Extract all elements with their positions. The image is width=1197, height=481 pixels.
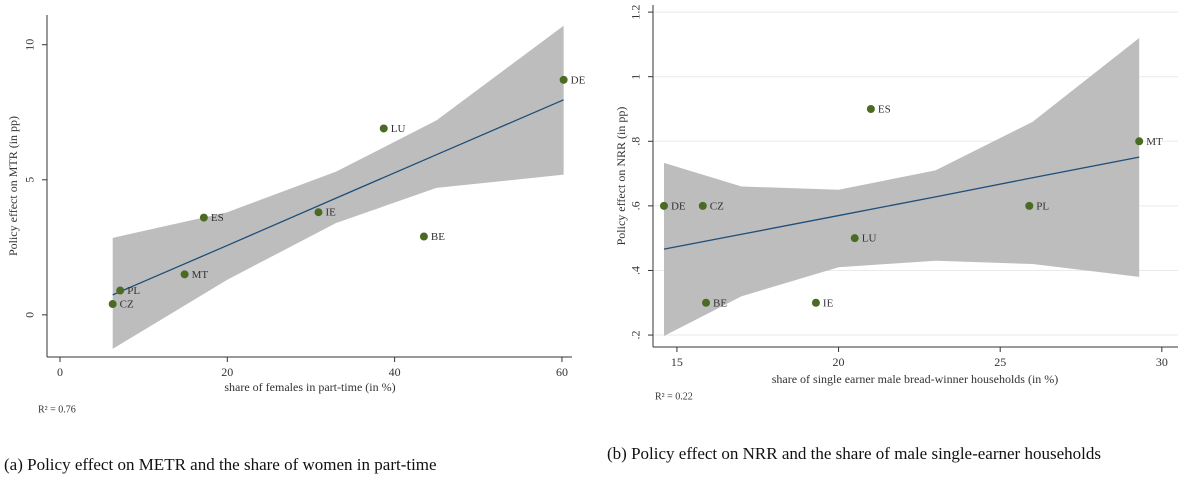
point — [199, 213, 208, 222]
note: R² = 0.76 — [38, 404, 76, 415]
point — [108, 300, 117, 309]
point-label: IE — [325, 207, 336, 219]
y-axis-title: Policy effect on NRR (in pp) — [614, 107, 628, 246]
point — [314, 208, 323, 217]
confidence-band — [112, 25, 564, 349]
point-label: LU — [862, 233, 877, 245]
point — [698, 201, 707, 210]
point — [659, 201, 668, 210]
x-tick-label: 30 — [1156, 355, 1168, 369]
y-tick-label: .8 — [629, 137, 643, 146]
point-label: BE — [713, 297, 727, 309]
point-label: PL — [127, 285, 140, 297]
charts: 0 5 10 0 20 40 60 share of females in part-time… — [6, 5, 1178, 415]
point-label: BE — [431, 231, 445, 243]
point-label: LU — [391, 123, 406, 135]
confidence-band — [663, 37, 1140, 337]
x-tick-label: 15 — [671, 355, 683, 369]
fit-line — [663, 156, 1140, 250]
point-label: ES — [211, 212, 224, 224]
y-tick-label: 10 — [23, 39, 37, 51]
caption: (b) Policy effect on NRR and the share o… — [607, 444, 1101, 463]
note: R² = 0.22 — [655, 391, 693, 402]
point-label: CZ — [710, 200, 724, 212]
caption: (a) Policy effect on METR and the share … — [4, 455, 437, 474]
point-label: IE — [823, 297, 834, 309]
x-tick-label: 25 — [994, 355, 1006, 369]
point — [379, 124, 388, 133]
y-tick-label: 1.2 — [629, 5, 643, 20]
point — [1135, 137, 1144, 146]
point — [419, 232, 428, 241]
fit-line — [112, 99, 564, 296]
point — [116, 286, 125, 295]
x-tick-label: 60 — [556, 365, 568, 379]
point — [702, 298, 711, 307]
point — [1025, 201, 1034, 210]
x-tick-label: 20 — [833, 355, 845, 369]
y-tick-label: 0 — [23, 312, 37, 318]
y-tick-label: .6 — [629, 201, 643, 210]
point-label: CZ — [120, 299, 134, 311]
point — [811, 298, 820, 307]
point — [559, 75, 568, 84]
y-tick-label: .4 — [629, 266, 643, 275]
point-label: ES — [878, 104, 891, 116]
y-tick-label: 1 — [629, 74, 643, 80]
point-label: MT — [192, 269, 209, 281]
x-axis-title: share of females in part-time (in %) — [224, 380, 395, 394]
y-tick-label: .2 — [629, 331, 643, 340]
y-tick-label: 5 — [23, 177, 37, 183]
point — [866, 104, 875, 113]
x-tick-label: 0 — [57, 365, 63, 379]
point-label: PL — [1036, 200, 1049, 212]
point-label: MT — [1146, 136, 1163, 148]
y-axis-title: Policy effect on MTR (in pp) — [6, 116, 20, 256]
x-tick-label: 20 — [221, 365, 233, 379]
point — [180, 270, 189, 279]
x-axis-title: share of single earner male bread-winner… — [772, 372, 1059, 386]
point — [850, 234, 859, 243]
point-label: DE — [671, 200, 686, 212]
x-tick-label: 40 — [389, 365, 401, 379]
point-label: DE — [571, 74, 586, 86]
